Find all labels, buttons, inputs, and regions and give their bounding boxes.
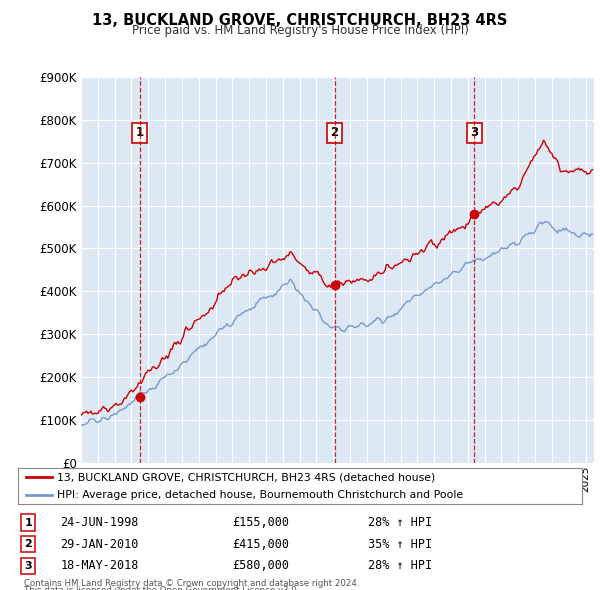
Text: 2: 2 — [331, 126, 339, 139]
Text: Price paid vs. HM Land Registry's House Price Index (HPI): Price paid vs. HM Land Registry's House … — [131, 24, 469, 37]
Text: £580,000: £580,000 — [232, 559, 289, 572]
Text: Contains HM Land Registry data © Crown copyright and database right 2024.: Contains HM Land Registry data © Crown c… — [24, 579, 359, 588]
Text: 1: 1 — [136, 126, 143, 139]
Text: 28% ↑ HPI: 28% ↑ HPI — [368, 516, 432, 529]
Text: HPI: Average price, detached house, Bournemouth Christchurch and Poole: HPI: Average price, detached house, Bour… — [58, 490, 464, 500]
Text: 35% ↑ HPI: 35% ↑ HPI — [368, 537, 432, 551]
Text: £415,000: £415,000 — [232, 537, 289, 551]
Text: £155,000: £155,000 — [232, 516, 289, 529]
Text: 13, BUCKLAND GROVE, CHRISTCHURCH, BH23 4RS: 13, BUCKLAND GROVE, CHRISTCHURCH, BH23 4… — [92, 13, 508, 28]
Text: 2: 2 — [24, 539, 32, 549]
Text: 24-JUN-1998: 24-JUN-1998 — [60, 516, 139, 529]
Text: This data is licensed under the Open Government Licence v3.0.: This data is licensed under the Open Gov… — [24, 586, 299, 590]
Text: 3: 3 — [25, 561, 32, 571]
Text: 3: 3 — [470, 126, 478, 139]
Text: 1: 1 — [24, 517, 32, 527]
Text: 18-MAY-2018: 18-MAY-2018 — [60, 559, 139, 572]
Text: 28% ↑ HPI: 28% ↑ HPI — [368, 559, 432, 572]
Text: 29-JAN-2010: 29-JAN-2010 — [60, 537, 139, 551]
Text: 13, BUCKLAND GROVE, CHRISTCHURCH, BH23 4RS (detached house): 13, BUCKLAND GROVE, CHRISTCHURCH, BH23 4… — [58, 472, 436, 482]
